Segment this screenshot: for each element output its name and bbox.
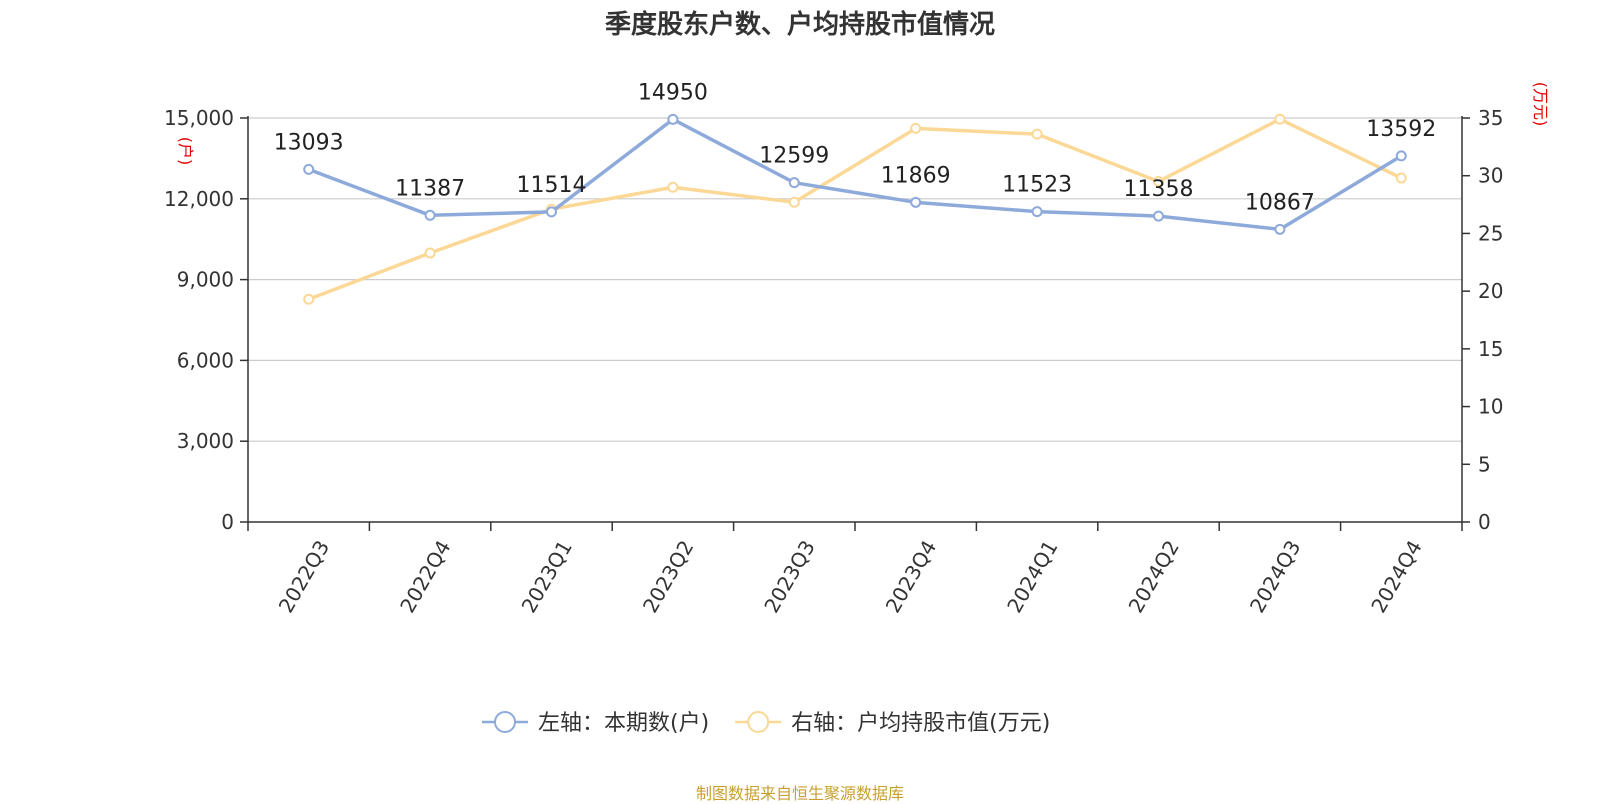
series-point: [1031, 206, 1043, 218]
data-label: 14950: [638, 80, 708, 105]
grid-lines: [248, 117, 1462, 442]
right-axis-unit: (万元): [1531, 82, 1550, 127]
left-tick-label: 0: [221, 510, 234, 534]
series-point: [1274, 113, 1286, 125]
data-label: 11387: [395, 176, 465, 201]
series-point: [1153, 175, 1164, 187]
x-tick-label: 2024Q1: [1002, 536, 1062, 617]
left-tick-label: 6,000: [177, 348, 234, 372]
axes: 0 3,000 6,000 9,000 12,000 15,000 0 5 10 15 20 25 30…: [164, 82, 1550, 617]
data-labels: 13093 11387 11514 14950 12599 11869 11523 11358…: [274, 80, 1437, 215]
left-tick-label: 12,000: [164, 187, 234, 211]
series-point: [667, 113, 679, 125]
series-point: [1274, 223, 1286, 235]
series-point: [1153, 210, 1164, 222]
right-tick-label: 30: [1478, 164, 1503, 188]
data-label: 12599: [759, 144, 829, 169]
right-tick-label: 35: [1478, 106, 1503, 130]
data-label: 10867: [1245, 190, 1315, 215]
right-tick-label: 5: [1478, 452, 1491, 476]
series-line: [308, 117, 1403, 232]
series-point: [303, 293, 315, 305]
left-tick-label: 15,000: [164, 106, 234, 130]
left-axis-unit: (户): [176, 137, 195, 166]
x-tick-label: 2023Q4: [881, 536, 941, 617]
legend-marker: [494, 711, 516, 733]
series-point: [910, 122, 922, 134]
left-tick-label: 9,000: [177, 268, 234, 292]
x-tick-label: 2023Q1: [517, 536, 577, 617]
left-tick-label: 3,000: [177, 429, 234, 453]
data-label: 11358: [1124, 177, 1194, 202]
x-tick-label: 2024Q3: [1245, 536, 1305, 617]
x-tick-label: 2024Q2: [1124, 536, 1184, 617]
x-tick-label: 2023Q3: [759, 536, 819, 617]
series-point: [424, 209, 436, 221]
right-tick-label: 10: [1478, 395, 1503, 419]
chart-title: 季度股东户数、户均持股市值情况: [604, 10, 995, 40]
series-point: [546, 206, 557, 218]
series-point: [1395, 150, 1407, 162]
right-tick-label: 25: [1478, 221, 1503, 245]
x-tick-label: 2023Q2: [638, 536, 698, 617]
series-point: [1395, 172, 1407, 184]
right-tick-label: 20: [1478, 279, 1503, 303]
data-label: 11869: [881, 163, 951, 188]
data-label: 11523: [1002, 173, 1072, 198]
x-tick-label: 2022Q3: [274, 536, 334, 617]
legend-label: 左轴：本期数(户): [538, 711, 709, 736]
data-label: 13093: [274, 130, 344, 155]
series-point: [788, 196, 800, 208]
series-point: [910, 196, 922, 208]
series-point: [667, 181, 679, 193]
right-tick-label: 0: [1478, 510, 1491, 534]
series-point: [303, 163, 315, 175]
series-layer: [303, 113, 1407, 305]
series-point: [424, 247, 436, 259]
right-tick-label: 15: [1478, 337, 1503, 361]
x-tick-label: 2024Q4: [1366, 536, 1426, 617]
x-tick-label: 2022Q4: [395, 536, 455, 617]
data-label: 13592: [1366, 117, 1436, 142]
series-point: [1031, 128, 1043, 140]
legend-label: 右轴：户均持股市值(万元): [791, 711, 1050, 736]
series-line: [308, 117, 1403, 301]
legend: 左轴：本期数(户) 右轴：户均持股市值(万元): [482, 711, 1050, 736]
source-note: 制图数据来自恒生聚源数据库: [695, 784, 904, 803]
data-label: 11514: [517, 173, 587, 198]
legend-marker: [747, 711, 770, 733]
series-point: [788, 177, 800, 189]
